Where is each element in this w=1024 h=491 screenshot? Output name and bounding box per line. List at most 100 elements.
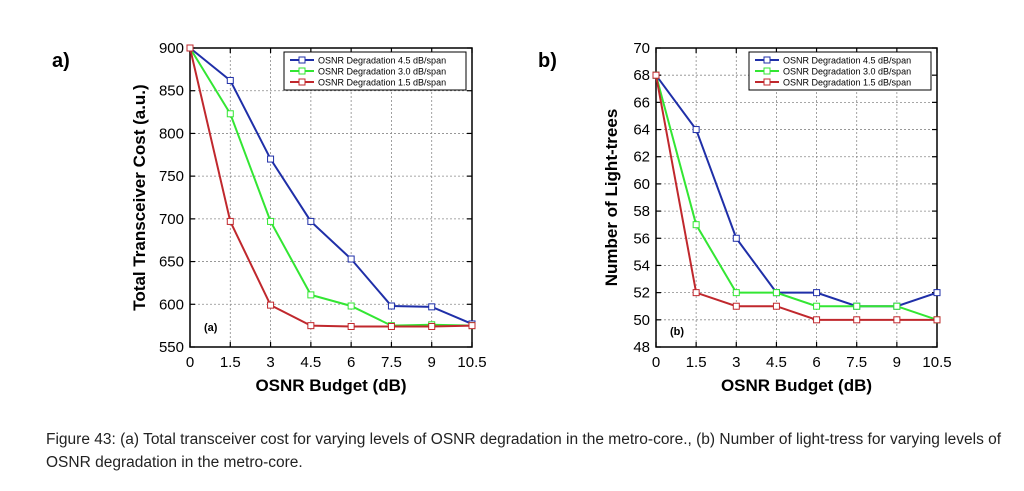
- data-point: [387, 302, 395, 310]
- data-point: [347, 322, 355, 330]
- x-axis-label: OSNR Budget (dB): [721, 376, 872, 395]
- x-tick-label: 7.5: [381, 354, 402, 371]
- data-point: [267, 301, 275, 309]
- data-point: [692, 289, 700, 297]
- data-point: [267, 217, 275, 225]
- y-axis-label: Number of Light-trees: [602, 109, 621, 287]
- y-tick-label: 66: [633, 94, 650, 111]
- y-tick-label: 550: [159, 339, 184, 356]
- legend-entry: OSNR Degradation 1.5 dB/span: [318, 78, 446, 88]
- series-line-2: [655, 74, 938, 321]
- legend-swatch-marker: [763, 56, 771, 64]
- series-line-1: [655, 74, 938, 308]
- y-tick-label: 54: [633, 257, 650, 274]
- y-tick-label: 800: [159, 125, 184, 142]
- y-tick-label: 60: [633, 176, 650, 193]
- series-line-3: [655, 75, 937, 321]
- x-tick-label: 3: [266, 354, 274, 371]
- legend-entry: OSNR Degradation 1.5 dB/span: [783, 78, 911, 88]
- series-line-1: [189, 47, 473, 325]
- data-point: [428, 303, 436, 311]
- data-point: [813, 289, 821, 297]
- y-tick-label: 56: [633, 230, 650, 247]
- data-point: [772, 289, 780, 297]
- x-tick-label: 9: [893, 354, 901, 371]
- inner-panel-label: (a): [204, 322, 218, 334]
- legend-swatch-marker: [763, 78, 771, 86]
- data-point: [387, 322, 395, 330]
- y-tick-label: 50: [633, 312, 650, 329]
- y-tick-label: 650: [159, 254, 184, 271]
- y-tick-label: 68: [633, 67, 650, 84]
- panel-a-label: a): [52, 50, 70, 72]
- plot-frame: [655, 47, 938, 348]
- data-point: [347, 302, 355, 310]
- x-tick-label: 10.5: [457, 354, 486, 371]
- x-tick-label: 10.5: [922, 354, 951, 371]
- plot-frame: [189, 47, 473, 348]
- y-axis-label: Total Transceiver Cost (a.u.): [130, 84, 149, 310]
- data-point: [692, 126, 700, 134]
- data-point: [226, 110, 234, 118]
- data-point: [933, 289, 941, 297]
- x-tick-label: 9: [428, 354, 436, 371]
- panel-b-label: b): [538, 50, 557, 72]
- y-tick-label: 600: [159, 296, 184, 313]
- x-tick-label: 1.5: [220, 354, 241, 371]
- x-tick-label: 1.5: [686, 354, 707, 371]
- legend-entry: OSNR Degradation 4.5 dB/span: [783, 56, 911, 66]
- y-tick-label: 750: [159, 168, 184, 185]
- data-point: [853, 302, 861, 310]
- data-point: [347, 255, 355, 263]
- y-tick-label: 70: [633, 40, 650, 57]
- x-tick-label: 4.5: [766, 354, 787, 371]
- data-point: [692, 221, 700, 229]
- data-point: [933, 316, 941, 324]
- x-tick-label: 7.5: [846, 354, 867, 371]
- data-point: [652, 71, 660, 79]
- data-point: [732, 302, 740, 310]
- legend-swatch-marker: [298, 67, 306, 75]
- y-tick-label: 900: [159, 40, 184, 57]
- y-tick-label: 64: [633, 122, 650, 139]
- y-tick-label: 700: [159, 211, 184, 228]
- data-point: [226, 217, 234, 225]
- data-point: [772, 302, 780, 310]
- data-point: [853, 316, 861, 324]
- data-point: [307, 291, 315, 299]
- data-point: [267, 155, 275, 163]
- data-point: [468, 322, 476, 330]
- legend-swatch-marker: [763, 67, 771, 75]
- x-axis-label: OSNR Budget (dB): [255, 376, 406, 395]
- legend-entry: OSNR Degradation 3.0 dB/span: [318, 67, 446, 77]
- figure-caption: Figure 43: (a) Total transceiver cost fo…: [46, 431, 1002, 471]
- inner-panel-label: (b): [670, 326, 684, 338]
- data-point: [813, 302, 821, 310]
- legend-swatch-marker: [298, 78, 306, 86]
- y-tick-label: 62: [633, 149, 650, 166]
- data-point: [732, 234, 740, 242]
- x-tick-label: 6: [812, 354, 820, 371]
- data-point: [893, 302, 901, 310]
- data-point: [893, 316, 901, 324]
- legend-entry: OSNR Degradation 4.5 dB/span: [318, 56, 446, 66]
- x-tick-label: 0: [652, 354, 660, 371]
- data-point: [428, 322, 436, 330]
- legend-box: [283, 51, 467, 91]
- y-tick-label: 58: [633, 203, 650, 220]
- legend-box: [748, 51, 932, 91]
- series-line-2: [189, 47, 473, 327]
- x-tick-label: 4.5: [300, 354, 321, 371]
- series-line-3: [189, 47, 473, 328]
- y-tick-label: 850: [159, 83, 184, 100]
- data-point: [186, 44, 194, 52]
- data-point: [307, 217, 315, 225]
- legend-swatch-marker: [298, 56, 306, 64]
- legend-entry: OSNR Degradation 3.0 dB/span: [783, 67, 911, 77]
- x-tick-label: 0: [186, 354, 194, 371]
- data-point: [813, 316, 821, 324]
- data-point: [226, 76, 234, 84]
